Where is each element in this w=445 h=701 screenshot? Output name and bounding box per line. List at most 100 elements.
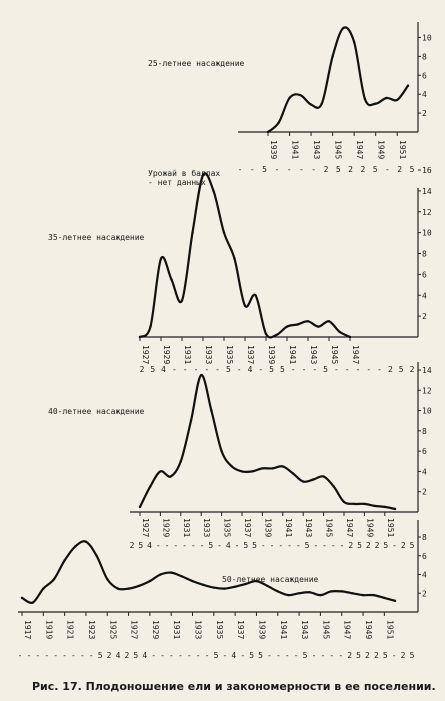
grade-label: 4 (142, 651, 147, 660)
grade-label: - (276, 651, 281, 660)
grade-label: - (173, 541, 178, 550)
data-point (297, 592, 301, 595)
data-point (189, 419, 193, 422)
x-tick-label: 1939 (267, 345, 276, 364)
grade-label: 2 (348, 165, 353, 174)
panel-title: 50-летнее насаждение (222, 575, 319, 584)
data-point (327, 320, 331, 323)
y-tick-label: 8 (422, 533, 427, 542)
y-tick-label: 14 (422, 187, 432, 196)
grade-label: - (196, 651, 201, 660)
grade-label: - (270, 541, 275, 550)
data-point (243, 304, 247, 307)
data-point (201, 174, 205, 177)
x-tick-label: 1931 (182, 518, 191, 537)
data-point (261, 467, 264, 470)
data-point (383, 505, 386, 509)
y-tick-label: 10 (422, 229, 432, 238)
grade-label: - (156, 541, 161, 550)
grade-label: - (329, 651, 334, 660)
data-point (230, 465, 233, 468)
x-tick-label: 1941 (291, 140, 300, 159)
grade-label: 2 (401, 541, 406, 550)
grade-label: - (250, 165, 255, 174)
grade-label: - (235, 541, 240, 550)
grade-label: - (194, 365, 199, 374)
grade-label: 2 (130, 541, 135, 550)
grade-label: - (312, 651, 317, 660)
x-tick-label: 1939 (263, 518, 272, 537)
data-point (275, 333, 278, 337)
data-point (223, 587, 226, 590)
data-point (191, 579, 194, 583)
series-line (266, 26, 410, 134)
grade-label: 2 (360, 165, 365, 174)
grade-label: 5 (226, 365, 231, 374)
grade-label: - (172, 365, 177, 374)
data-point (285, 325, 289, 328)
data-point (210, 409, 213, 412)
x-tick-label: 1929 (151, 620, 160, 639)
x-tick-label: 1945 (321, 620, 330, 639)
y-tick-label: 12 (422, 208, 432, 217)
grade-label: 2 (140, 365, 145, 374)
grade-label: 5 (243, 541, 248, 550)
x-tick-label: 1927 (141, 345, 150, 364)
data-point (361, 593, 365, 597)
grade-label: - (313, 541, 318, 550)
grade-label: - (258, 365, 263, 374)
data-point (296, 323, 299, 326)
x-tick-label: 1947 (343, 620, 352, 639)
grade-label: - (237, 365, 242, 374)
grade-label: - (182, 541, 187, 550)
y-tick-label: 6 (422, 447, 427, 456)
grade-label: - (334, 365, 339, 374)
data-point (138, 505, 142, 509)
grade-label: - (178, 651, 183, 660)
data-point (276, 590, 279, 593)
grade-label: 4 (226, 541, 231, 550)
y-tick-label: 8 (422, 427, 427, 436)
data-point (95, 554, 98, 557)
grade-label: 5 (305, 541, 310, 550)
data-point (255, 579, 258, 583)
grade-label: 5 (150, 365, 155, 374)
grade-label: - (278, 541, 283, 550)
grade-label: 5 (373, 165, 378, 174)
data-point (317, 325, 320, 328)
grade-label: 2 (124, 651, 129, 660)
x-tick-label: 1947 (351, 345, 360, 364)
data-point (138, 584, 141, 587)
data-point (191, 231, 194, 234)
grade-label: - (267, 651, 272, 660)
data-point (42, 587, 45, 590)
x-tick-label: 1945 (330, 345, 339, 364)
grade-label: - (160, 651, 165, 660)
data-point (342, 26, 345, 30)
grade-label: 2 (324, 165, 329, 174)
grade-label: - (345, 365, 350, 374)
x-tick-label: 1917 (23, 620, 32, 639)
grade-label: - (299, 165, 304, 174)
data-point (169, 475, 172, 478)
y-tick-label: 12 (422, 386, 432, 395)
data-point (233, 257, 236, 260)
x-tick-label: 1935 (223, 518, 232, 537)
grade-label: - (356, 365, 361, 374)
data-point (251, 470, 254, 473)
x-tick-label: 1943 (312, 140, 321, 159)
grade-label: - (287, 165, 292, 174)
grade-label: - (340, 541, 345, 550)
grade-label: - (392, 541, 397, 550)
x-tick-label: 1945 (325, 518, 334, 537)
grade-label: 5 (98, 651, 103, 660)
grade-label: 5 (258, 651, 263, 660)
data-point (170, 278, 173, 281)
data-point (202, 583, 205, 586)
data-point (116, 587, 120, 590)
panel-title: 25-летнее насаждение (148, 59, 245, 68)
grade-label: - (35, 651, 40, 660)
grade-label: - (338, 651, 343, 660)
data-point (264, 332, 268, 336)
